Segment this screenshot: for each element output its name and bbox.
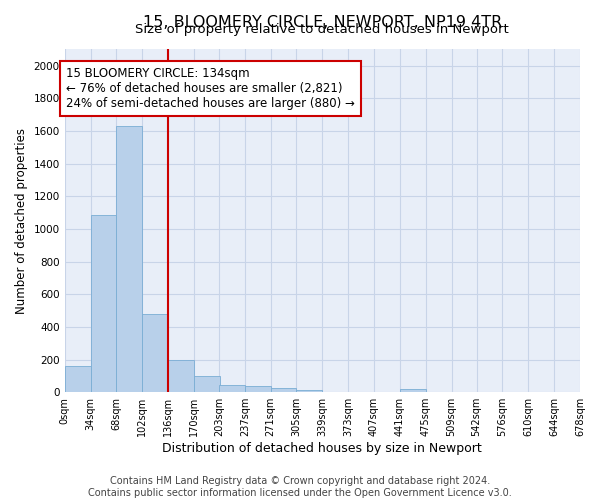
Bar [245,386,271,392]
Bar [91,215,116,392]
X-axis label: Distribution of detached houses by size in Newport: Distribution of detached houses by size … [163,442,482,455]
Bar [116,126,142,392]
Text: Size of property relative to detached houses in Newport: Size of property relative to detached ho… [136,22,509,36]
Text: 15 BLOOMERY CIRCLE: 134sqm
← 76% of detached houses are smaller (2,821)
24% of s: 15 BLOOMERY CIRCLE: 134sqm ← 76% of deta… [66,67,355,110]
Bar [142,314,168,392]
Bar [400,390,426,392]
Bar [219,385,245,392]
Bar [168,360,194,392]
Title: 15, BLOOMERY CIRCLE, NEWPORT, NP19 4TR: 15, BLOOMERY CIRCLE, NEWPORT, NP19 4TR [143,15,502,30]
Y-axis label: Number of detached properties: Number of detached properties [15,128,28,314]
Text: Contains HM Land Registry data © Crown copyright and database right 2024.
Contai: Contains HM Land Registry data © Crown c… [88,476,512,498]
Bar [296,390,322,392]
Bar [194,376,220,392]
Bar [271,388,296,392]
Bar [65,366,91,392]
